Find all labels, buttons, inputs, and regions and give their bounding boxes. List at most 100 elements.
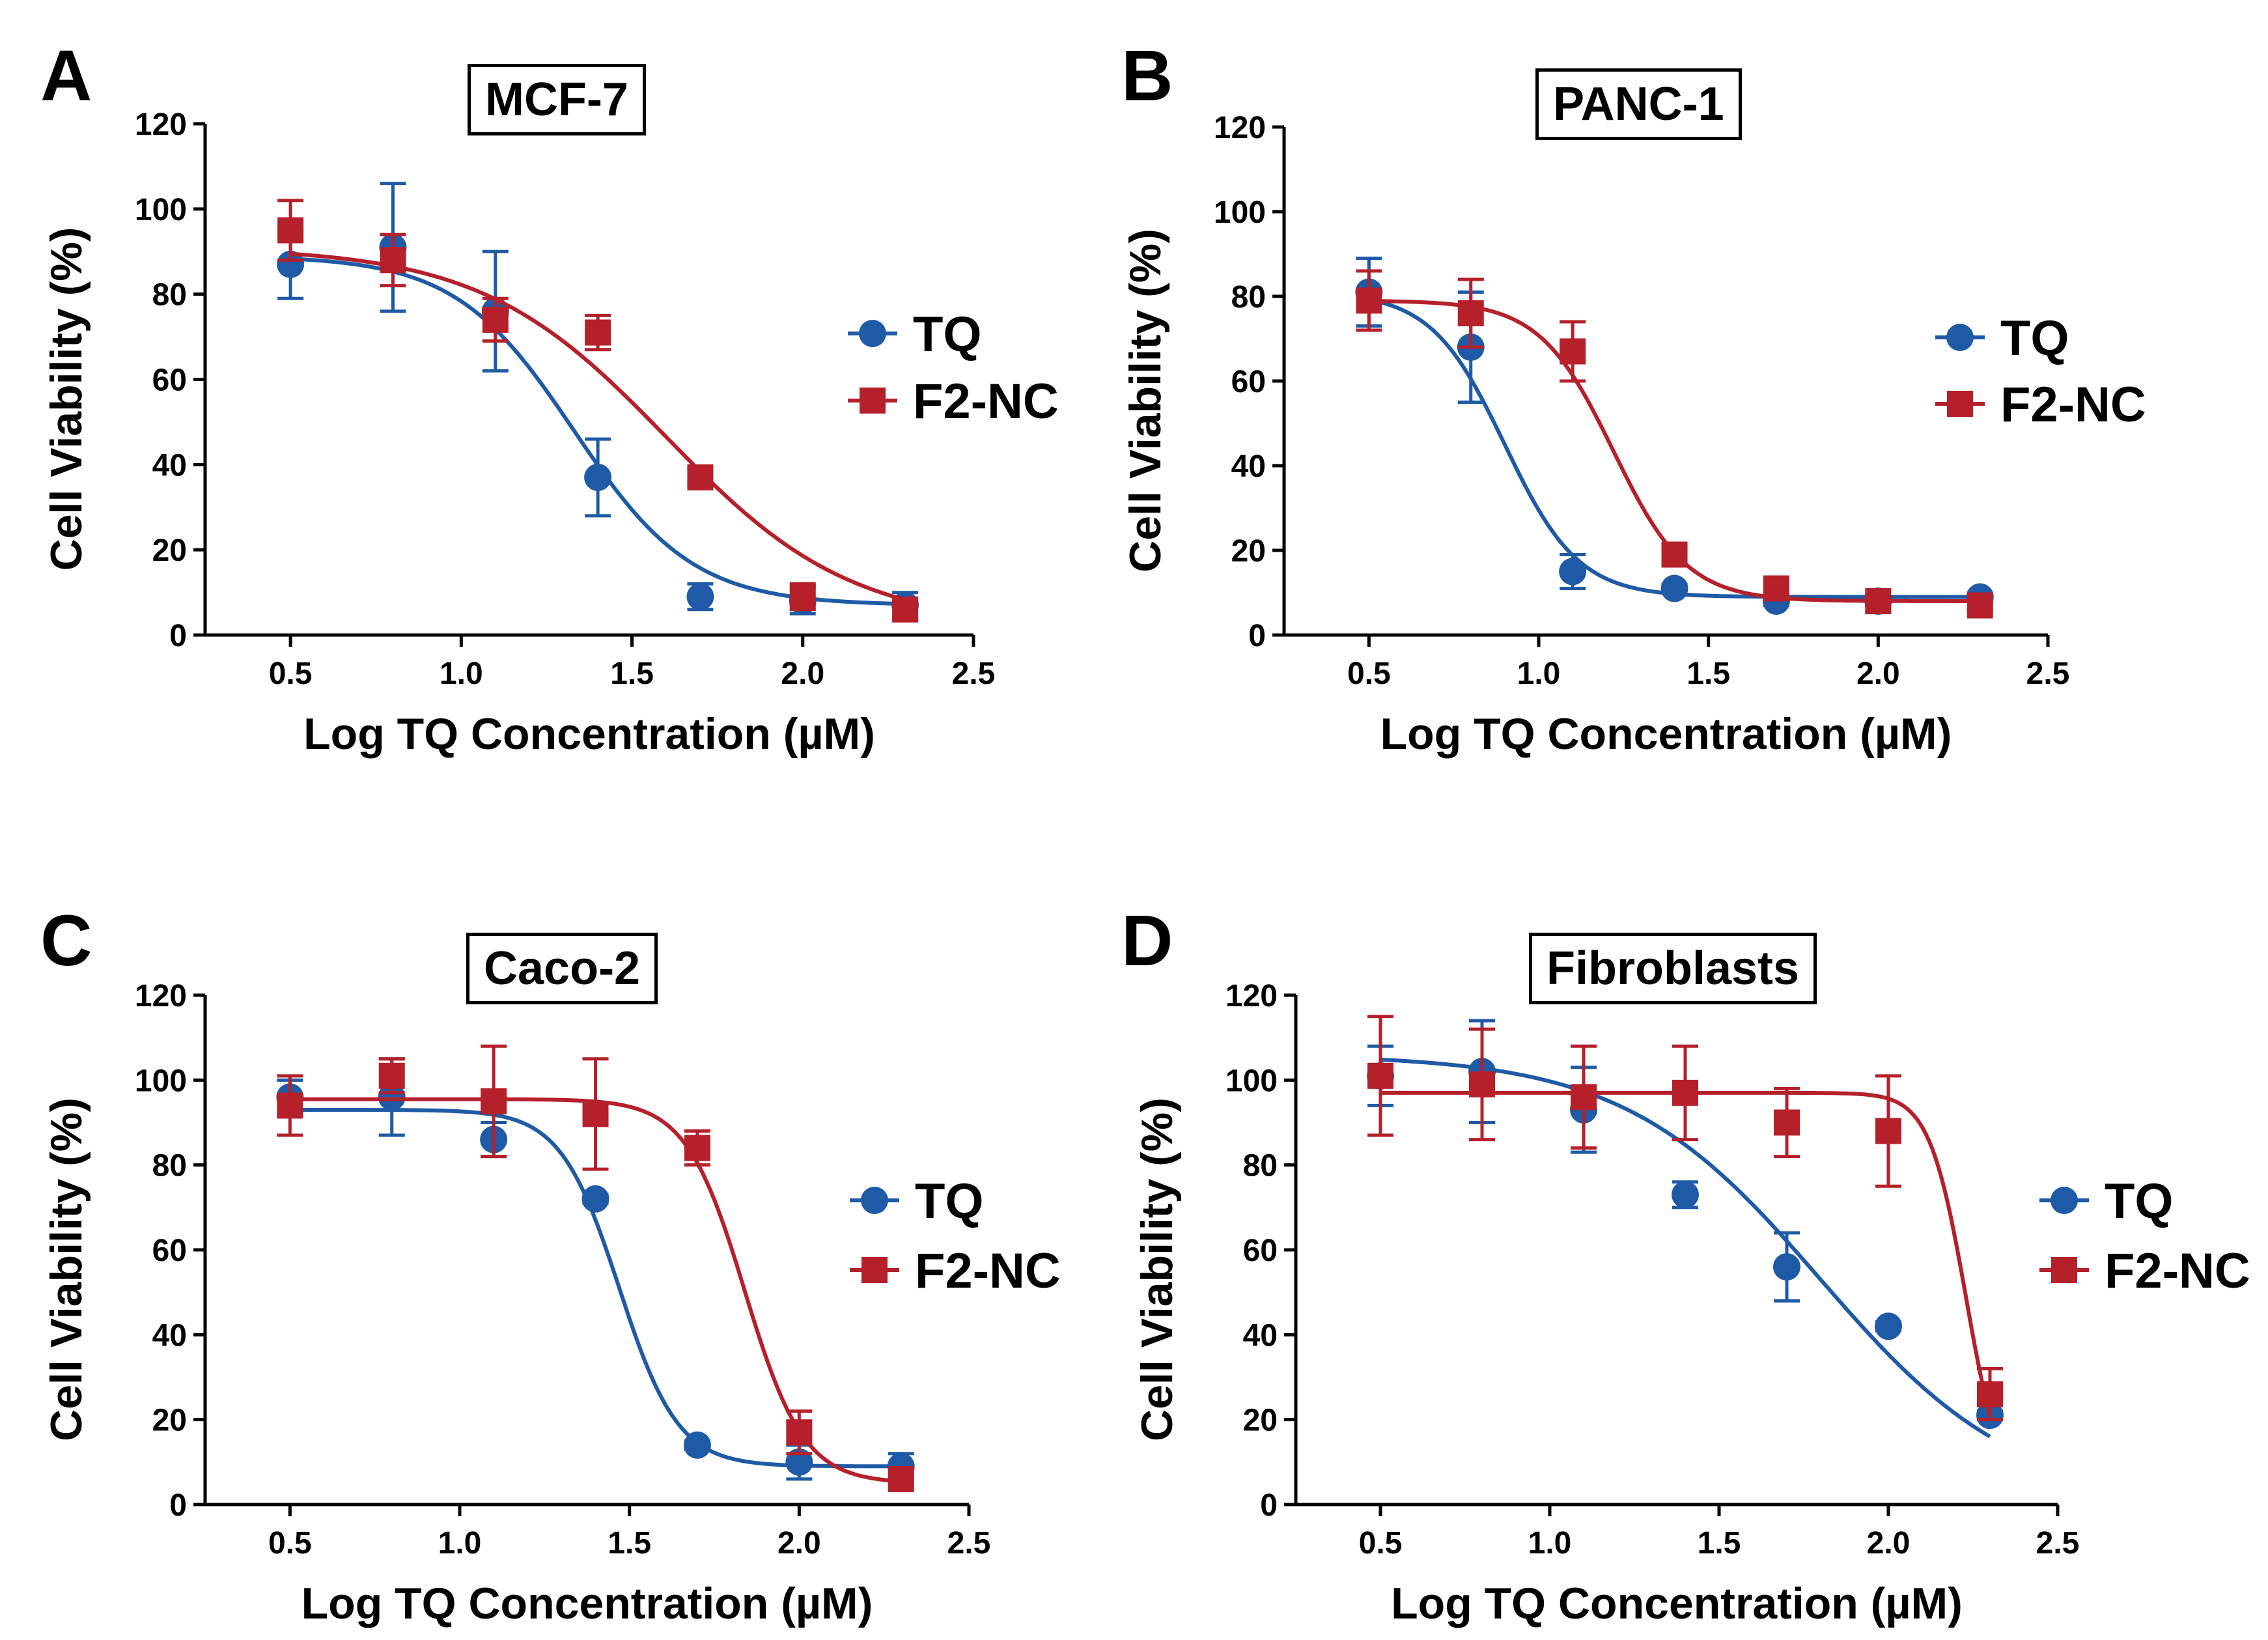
- data-point-tq: [584, 463, 612, 491]
- y-tick-label: 120: [135, 979, 187, 1013]
- y-axis-label: Cell Viability (%): [1121, 229, 1170, 573]
- y-tick-label: 20: [1243, 1404, 1278, 1438]
- x-tick-label: 1.0: [1528, 1526, 1572, 1561]
- fit-curve-f2-nc: [290, 251, 906, 602]
- x-axis-label: Log TQ Concentration (µM): [1380, 709, 1952, 759]
- y-tick-label: 40: [1243, 1318, 1278, 1353]
- legend-marker-f2-nc: [860, 388, 886, 414]
- legend-marker-tq: [859, 320, 886, 347]
- data-point-tq: [683, 1431, 711, 1459]
- panel-letter-d: D: [1121, 901, 1173, 981]
- legend-marker-tq: [1946, 324, 1974, 351]
- legend-marker-f2-nc: [861, 1257, 888, 1283]
- y-axis-label: Cell Viability (%): [42, 227, 91, 571]
- chart-panel-c: 0 20 40 60 80 100 120 0.5 1.0 1.5 2.0 2.5 Log TQ Con…: [42, 979, 1061, 1628]
- x-tick-label: 2.5: [2026, 657, 2070, 691]
- data-point-tq: [686, 583, 714, 611]
- y-tick-label: 100: [1225, 1064, 1278, 1098]
- legend-marker-tq: [2051, 1187, 2078, 1214]
- legend-label-tq: TQ: [2000, 311, 2069, 366]
- panel-letter-b: B: [1121, 36, 1173, 116]
- data-point-tq: [581, 1185, 609, 1213]
- x-tick-label: 1.5: [608, 1526, 651, 1561]
- chart-title-panc1: PANC-1: [1535, 68, 1742, 140]
- data-point-tq: [378, 1083, 406, 1111]
- y-tick-label: 0: [169, 619, 187, 653]
- y-tick-label: 100: [135, 193, 187, 227]
- y-tick-label: 40: [152, 1318, 187, 1353]
- x-axis-label: Log TQ Concentration (µM): [1391, 1579, 1963, 1628]
- x-tick-label: 1.5: [610, 657, 654, 691]
- y-axis-label: Cell Viability (%): [1132, 1097, 1182, 1441]
- y-tick-label: 40: [1231, 449, 1266, 484]
- data-point-f2-nc: [481, 1088, 507, 1114]
- data-point-f2-nc: [888, 1465, 914, 1492]
- y-tick-label: 100: [1214, 195, 1266, 230]
- y-tick-label: 120: [1225, 979, 1278, 1013]
- chart-title-mcf7: MCF-7: [468, 64, 646, 135]
- data-point-f2-nc: [684, 1135, 710, 1161]
- data-point-f2-nc: [687, 464, 714, 490]
- data-point-f2-nc: [585, 319, 611, 346]
- y-tick-label: 0: [1248, 619, 1266, 653]
- y-tick-label: 80: [1243, 1149, 1278, 1183]
- data-point-f2-nc: [1672, 1079, 1698, 1106]
- data-point-f2-nc: [1457, 300, 1484, 326]
- y-tick-label: 60: [152, 1234, 187, 1268]
- x-tick-label: 2.0: [781, 657, 824, 691]
- x-tick-label: 1.0: [1517, 657, 1561, 691]
- chart-title-caco2: Caco-2: [466, 933, 658, 1004]
- data-point-f2-nc: [582, 1101, 609, 1127]
- x-tick-label: 2.0: [1856, 657, 1900, 691]
- panel-letter-c: C: [40, 901, 92, 981]
- y-axis-label: Cell Viability (%): [42, 1097, 91, 1441]
- y-tick-label: 20: [152, 1404, 187, 1438]
- y-tick-label: 0: [169, 1488, 187, 1523]
- data-point-f2-nc: [1763, 575, 1789, 602]
- y-tick-label: 120: [1214, 111, 1266, 145]
- y-tick-label: 60: [1231, 365, 1266, 399]
- data-point-tq: [1875, 1312, 1902, 1340]
- data-point-tq: [1773, 1253, 1800, 1281]
- y-tick-label: 80: [152, 1149, 187, 1183]
- x-tick-label: 1.0: [438, 1526, 482, 1561]
- y-tick-label: 20: [1231, 534, 1266, 569]
- data-point-tq: [1559, 558, 1587, 586]
- x-tick-label: 2.5: [2036, 1526, 2080, 1561]
- data-point-f2-nc: [277, 217, 304, 244]
- legend-label-tq: TQ: [2105, 1174, 2174, 1229]
- x-tick-label: 2.0: [777, 1526, 821, 1561]
- data-point-f2-nc: [786, 1419, 813, 1446]
- data-point-f2-nc: [1367, 1062, 1393, 1089]
- data-point-f2-nc: [789, 584, 816, 610]
- x-tick-label: 1.0: [440, 657, 483, 691]
- data-point-f2-nc: [1571, 1084, 1597, 1110]
- x-tick-label: 2.5: [947, 1526, 991, 1561]
- x-tick-label: 0.5: [1359, 1526, 1403, 1561]
- y-tick-label: 60: [1243, 1234, 1278, 1268]
- legend-label-f2-nc: F2-NC: [2105, 1243, 2250, 1299]
- x-tick-label: 0.5: [1347, 657, 1391, 691]
- x-tick-label: 1.5: [1698, 1526, 1741, 1561]
- y-tick-label: 120: [135, 107, 187, 142]
- x-tick-label: 2.5: [952, 657, 996, 691]
- x-tick-label: 0.5: [269, 657, 313, 691]
- x-axis-label: Log TQ Concentration (µM): [301, 1579, 873, 1628]
- data-point-f2-nc: [380, 247, 406, 274]
- x-tick-label: 0.5: [268, 1526, 312, 1561]
- chart-panel-a: 0 20 40 60 80 100 120 0.5 1.0 1.5 2.0 2.5 Log TQ Con…: [42, 107, 1059, 759]
- panel-letter-a: A: [40, 36, 92, 116]
- legend-marker-f2-nc: [1947, 391, 1973, 417]
- y-tick-label: 40: [152, 448, 187, 483]
- legend-marker-f2-nc: [2051, 1257, 2077, 1283]
- data-point-f2-nc: [1967, 592, 1993, 619]
- y-tick-label: 20: [152, 533, 187, 568]
- data-point-f2-nc: [1356, 287, 1382, 314]
- legend-marker-tq: [861, 1187, 888, 1214]
- x-axis-label: Log TQ Concentration (µM): [303, 709, 875, 759]
- y-tick-label: 100: [135, 1064, 187, 1098]
- data-point-tq: [277, 250, 305, 278]
- legend-label-f2-nc: F2-NC: [913, 374, 1059, 429]
- y-tick-label: 0: [1260, 1488, 1278, 1523]
- chart-panel-d: 0 20 40 60 80 100 120 0.5 1.0 1.5 2.0 2.5 Log TQ Con…: [1132, 979, 2250, 1628]
